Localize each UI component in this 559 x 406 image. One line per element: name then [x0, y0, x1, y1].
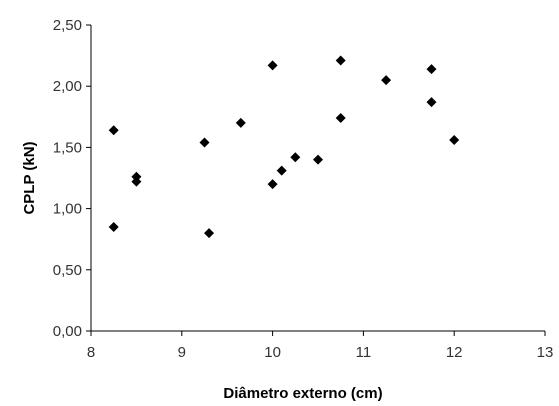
y-axis-title: CPLP (kN)	[21, 141, 38, 214]
data-point	[235, 117, 246, 128]
x-tick-label: 8	[87, 344, 95, 361]
axes	[90, 25, 545, 332]
y-ticks: 0,00 0,50 1,00 1,50 2,00 2,50	[53, 17, 91, 340]
data-point	[290, 152, 301, 163]
data-points	[108, 55, 460, 239]
x-tick-label: 13	[537, 344, 554, 361]
x-tick-label: 9	[178, 344, 186, 361]
data-point	[449, 135, 460, 146]
data-point	[276, 165, 287, 176]
y-tick-label: 1,00	[53, 201, 82, 218]
x-tick-label: 10	[264, 344, 281, 361]
data-point	[108, 125, 119, 136]
data-point	[426, 64, 437, 75]
x-ticks: 8 9 10 11 12 13	[87, 331, 554, 361]
y-tick-label: 2,50	[53, 17, 82, 34]
data-point	[381, 75, 392, 86]
x-axis-title: Diâmetro externo (cm)	[223, 385, 382, 402]
data-point	[131, 176, 142, 187]
data-point	[267, 60, 278, 71]
data-point	[335, 55, 346, 66]
data-point	[199, 137, 210, 148]
x-tick-label: 11	[356, 344, 372, 361]
data-point	[313, 154, 323, 165]
data-point	[204, 228, 215, 239]
x-tick-label: 12	[446, 344, 463, 361]
data-point	[267, 179, 278, 190]
y-tick-label: 2,00	[53, 78, 82, 95]
y-tick-label: 0,00	[53, 323, 82, 340]
y-tick-label: 1,50	[53, 139, 82, 156]
data-point	[426, 97, 437, 108]
data-point	[335, 113, 346, 124]
data-point	[108, 221, 119, 232]
y-tick-label: 0,50	[53, 262, 82, 279]
